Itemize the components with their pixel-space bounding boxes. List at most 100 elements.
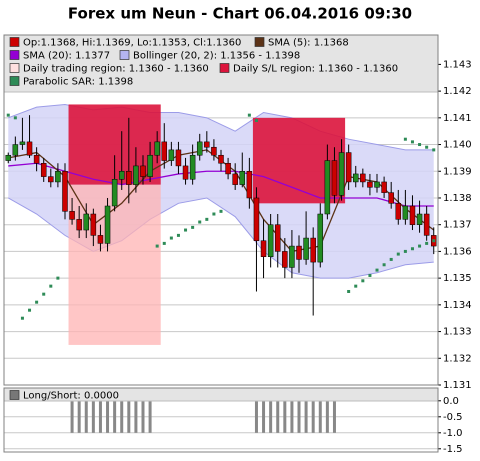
sma20-line xyxy=(8,162,434,207)
sar-point xyxy=(418,244,422,248)
sar-point xyxy=(247,113,251,117)
candle-body xyxy=(69,211,75,220)
y-tick-label: 1.133 xyxy=(443,327,472,338)
y-tick-label: 1.139 xyxy=(443,166,472,177)
candle-body xyxy=(55,171,61,183)
candle-body xyxy=(423,213,430,236)
candle-body xyxy=(147,154,153,177)
chart-title: Forex um Neun - Chart 06.04.2016 09:30 xyxy=(68,5,412,23)
candle-body xyxy=(5,154,12,161)
bar xyxy=(311,400,315,433)
plot-border xyxy=(3,34,439,386)
bar xyxy=(148,400,152,433)
candle-body xyxy=(211,146,217,156)
bar xyxy=(91,400,95,433)
legend-label: SMA (20): 1.1377 xyxy=(23,51,110,62)
y-tick-label: 1.143 xyxy=(443,59,472,70)
candle-body xyxy=(317,213,324,263)
candle-body xyxy=(175,149,182,167)
sar-point xyxy=(28,308,32,312)
bar xyxy=(106,400,110,433)
y-tick-label: 1.132 xyxy=(443,353,472,364)
sar-point xyxy=(191,225,195,229)
bar xyxy=(84,400,88,433)
candle-body xyxy=(118,171,125,180)
sar-point xyxy=(35,300,39,304)
legend-label: Op:1.1368, Hi:1.1369, Lo:1.1353, Cl:1.13… xyxy=(23,38,241,49)
candle-body xyxy=(111,179,118,207)
bar xyxy=(325,400,329,433)
bar xyxy=(98,400,102,433)
candle-body xyxy=(381,181,387,193)
sar-point xyxy=(368,273,372,277)
candle-body xyxy=(104,205,111,244)
candle-body xyxy=(133,165,139,185)
bar xyxy=(318,400,322,433)
candle-body xyxy=(296,245,302,260)
sar-point xyxy=(212,212,216,216)
y-tick-label: 1.138 xyxy=(443,193,472,204)
bar xyxy=(276,400,280,433)
legend-label: SMA (5): 1.1368 xyxy=(268,38,349,49)
legend-swatch xyxy=(254,37,265,47)
plot-border xyxy=(3,387,439,453)
candle-body xyxy=(274,224,281,252)
legend-label: Parabolic SAR: 1.1398 xyxy=(23,77,133,88)
candle-body xyxy=(161,141,168,161)
candle-body xyxy=(253,197,260,241)
sar-point xyxy=(254,118,258,122)
candle-body xyxy=(374,181,380,188)
candle-body xyxy=(289,245,295,268)
y-tick-label: 1.135 xyxy=(443,273,472,284)
legend-swatch xyxy=(9,63,20,73)
candle-body xyxy=(246,171,253,199)
candle-body xyxy=(338,152,345,196)
sar-point xyxy=(361,279,365,283)
y-tick-label: -0.5 xyxy=(443,412,463,423)
y-tick-label: 1.136 xyxy=(443,246,472,257)
bar xyxy=(254,400,258,433)
candle-body xyxy=(395,203,402,220)
candle-body xyxy=(154,141,160,156)
candle-body xyxy=(360,173,366,183)
y-tick-label: -1.0 xyxy=(443,428,463,439)
bar xyxy=(262,400,266,433)
sar-point xyxy=(382,263,386,267)
y-tick-label: 1.141 xyxy=(443,113,472,124)
bar xyxy=(269,400,273,433)
y-tick-label: -1.5 xyxy=(443,444,463,455)
sar-point xyxy=(198,220,202,224)
candle-body xyxy=(239,171,246,185)
sar-point xyxy=(375,268,379,272)
candle-body xyxy=(26,141,33,156)
candle-body xyxy=(352,173,359,183)
sar-point xyxy=(410,140,414,144)
candle-body xyxy=(48,176,54,183)
candle-body xyxy=(345,152,352,183)
sar-point xyxy=(155,244,159,248)
bar xyxy=(113,400,117,433)
legend-label: Long/Short: 0.0000 xyxy=(23,391,119,402)
candle-body xyxy=(90,213,97,236)
sar-point xyxy=(403,137,407,141)
sar-point xyxy=(219,209,223,213)
bar xyxy=(297,400,301,433)
candle-body xyxy=(204,141,210,148)
candle-body xyxy=(367,181,373,188)
y-tick-label: 1.142 xyxy=(443,86,472,97)
legend-swatch xyxy=(9,50,20,60)
candle-body xyxy=(388,192,394,204)
sar-point xyxy=(432,148,436,152)
bar xyxy=(120,400,124,433)
candle-body xyxy=(303,237,309,260)
bar xyxy=(290,400,294,433)
sar-point xyxy=(42,292,46,296)
legend-swatch xyxy=(9,76,20,86)
sar-point xyxy=(162,241,166,245)
candle-body xyxy=(267,224,274,258)
candle-body xyxy=(189,154,196,180)
sar-point xyxy=(56,276,60,280)
candle-body xyxy=(282,251,288,268)
sar-point xyxy=(176,233,180,237)
